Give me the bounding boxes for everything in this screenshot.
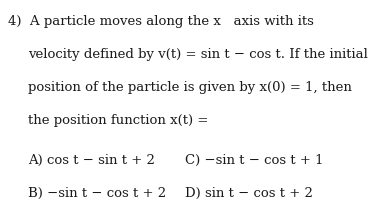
Text: velocity defined by v(t) = sin t − cos t. If the initial: velocity defined by v(t) = sin t − cos t… [28, 48, 368, 61]
Text: the position function x(t) =: the position function x(t) = [28, 114, 208, 127]
Text: C) −sin t − cos t + 1: C) −sin t − cos t + 1 [185, 154, 323, 167]
Text: 4)  A particle moves along the x   axis with its: 4) A particle moves along the x axis wit… [8, 15, 314, 27]
Text: position of the particle is given by x(0) = 1, then: position of the particle is given by x(0… [28, 81, 352, 94]
Text: A) cos t − sin t + 2: A) cos t − sin t + 2 [28, 154, 155, 167]
Text: D) sin t − cos t + 2: D) sin t − cos t + 2 [185, 187, 313, 200]
Text: B) −sin t − cos t + 2: B) −sin t − cos t + 2 [28, 187, 166, 200]
